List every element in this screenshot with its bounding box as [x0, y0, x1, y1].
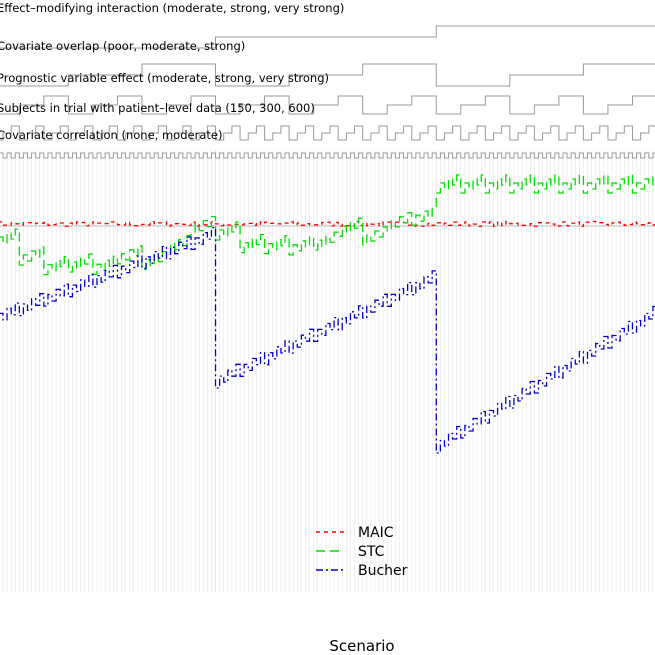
- nested-loop-label-1: Effect–modifying interaction (moderate, …: [0, 1, 344, 15]
- nested-loop-step-functions: Effect–modifying interaction (moderate, …: [0, 1, 655, 159]
- nested-loop-label-5: Covariate correlation (none, moderate): [0, 128, 222, 142]
- nested-loop-label-3: Prognostic variable effect (moderate, st…: [0, 71, 329, 85]
- scenario-gridlines: [2, 150, 654, 592]
- series-stc-line: [0, 174, 655, 276]
- series-maic-line: [0, 220, 655, 228]
- legend-label-stc: STC: [358, 544, 385, 560]
- series-bucher-line: [0, 226, 655, 454]
- nested-loop-label-2: Covariate overlap (poor, moderate, stron…: [0, 39, 245, 53]
- nested-loop-step-2: [0, 63, 655, 87]
- series-lines: [0, 174, 655, 454]
- nested-loop-label-4: Subjects in trial with patient–level dat…: [0, 101, 315, 115]
- nested-loop-step-4: [0, 125, 655, 141]
- nested-loop-step-5: [0, 152, 655, 159]
- legend-label-bucher: Bucher: [358, 563, 408, 579]
- nested-loop-step-3: [0, 95, 655, 115]
- legend-label-maic: MAIC: [358, 525, 394, 541]
- legend: MAIC STC Bucher: [316, 525, 408, 579]
- nested-loop-step-1: [0, 25, 655, 49]
- x-axis-label: Scenario: [329, 637, 394, 655]
